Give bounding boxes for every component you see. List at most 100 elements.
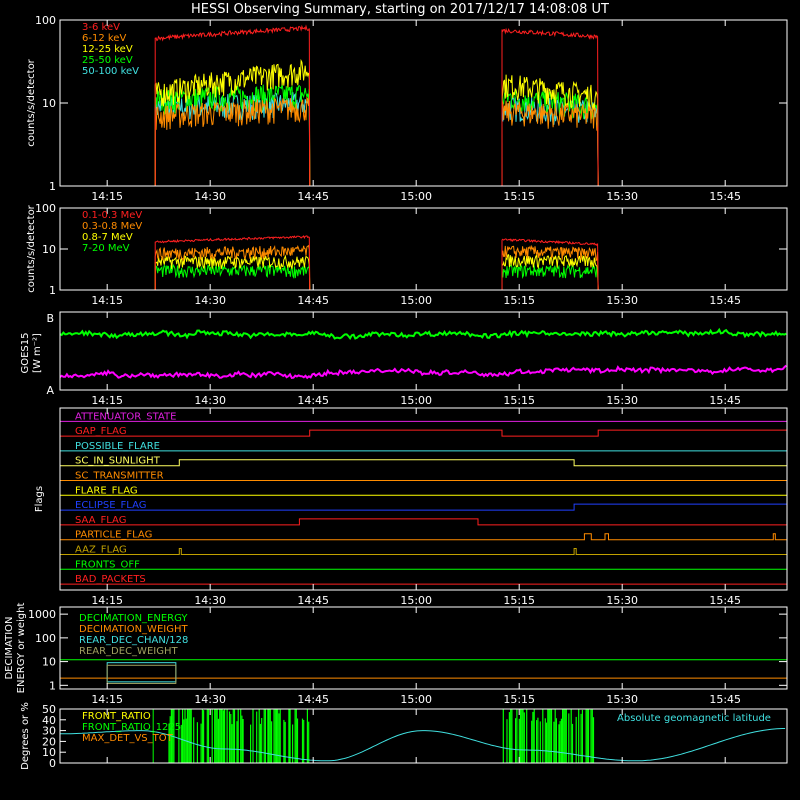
- x-tick-label: 14:45: [297, 594, 329, 607]
- y-tick-label: B: [46, 312, 54, 325]
- x-tick-label: 14:45: [297, 294, 329, 307]
- flag-label: PARTICLE_FLAG: [75, 530, 152, 541]
- y-axis-label: GOES15: [20, 332, 31, 373]
- legend-entry: DECIMATION_WEIGHT: [79, 624, 188, 635]
- y-tick-label: 20: [42, 735, 56, 748]
- x-tick-label: 15:45: [709, 294, 741, 307]
- legend-entry: FRONT_RATIO_1225: [82, 722, 181, 733]
- legend-entry: REAR_DEC_WEIGHT: [79, 646, 178, 657]
- x-tick-label: 15:15: [503, 594, 535, 607]
- y-tick-label: 0: [49, 757, 56, 770]
- x-tick-label: 14:30: [194, 594, 226, 607]
- x-tick-label: 15:30: [606, 190, 638, 203]
- flag-label: BAD_PACKETS: [75, 574, 146, 585]
- x-tick-label: 15:45: [709, 394, 741, 407]
- y-tick-label: 1: [49, 180, 56, 193]
- flag-line: [60, 503, 787, 511]
- x-tick-label: 15:30: [606, 294, 638, 307]
- y-axis-label: counts/s/detector: [26, 204, 37, 292]
- series-line: [60, 58, 787, 187]
- y-axis-unit: [W m⁻²]: [32, 333, 43, 373]
- figure-title: HESSI Observing Summary, starting on 201…: [191, 2, 609, 17]
- legend-entry: 0.8-7 MeV: [82, 232, 133, 243]
- y-tick-label: 100: [35, 14, 56, 27]
- series-line: [60, 24, 787, 187]
- x-tick-label: 15:30: [606, 394, 638, 407]
- panel-frame: [59, 606, 788, 690]
- flag-line: [60, 533, 787, 541]
- y-tick-label: 10: [42, 746, 56, 759]
- x-tick-label: 15:00: [400, 190, 432, 203]
- legend-entry: REAR_DEC_CHAN/128: [79, 635, 188, 646]
- series-line: [60, 728, 786, 762]
- x-tick-label: 15:30: [606, 693, 638, 706]
- x-tick-label: 15:45: [709, 693, 741, 706]
- series-line: [60, 235, 787, 291]
- y-tick-label: 100: [35, 202, 56, 215]
- x-tick-label: 14:30: [194, 693, 226, 706]
- flag-line: [60, 459, 787, 467]
- legend-entry: 12-25 keV: [82, 44, 133, 55]
- x-tick-label: 14:30: [194, 294, 226, 307]
- x-tick-label: 14:45: [297, 190, 329, 203]
- series-line: [60, 244, 787, 291]
- y-axis-label: counts/s/detector: [26, 58, 37, 146]
- legend-entry: 25-50 keV: [82, 55, 133, 66]
- x-tick-label: 14:15: [91, 294, 123, 307]
- panel-frame: [59, 311, 788, 391]
- x-tick-label: 15:15: [503, 190, 535, 203]
- flag-label: AAZ_FLAG: [75, 544, 127, 555]
- y-tick-label: 30: [42, 725, 56, 738]
- flag-line: [60, 429, 787, 437]
- x-tick-label: 14:15: [91, 594, 123, 607]
- rear-weight-box: [106, 664, 177, 684]
- x-tick-label: 14:15: [91, 190, 123, 203]
- flag-label: SC_TRANSMITTER: [75, 471, 164, 482]
- y-axis-label: ENERGY or weight: [16, 603, 27, 694]
- flag-label: FRONTS_OFF: [75, 559, 140, 570]
- flag-label: SAA_FLAG: [75, 515, 126, 526]
- legend-entry: 50-100 keV: [82, 66, 139, 77]
- flag-label: GAP_FLAG: [75, 426, 127, 437]
- legend-entry: 3-6 keV: [82, 22, 120, 33]
- legend-entry: Absolute geomagnetic latitude: [617, 713, 771, 724]
- series-line: [60, 96, 787, 187]
- series-line: [59, 327, 787, 340]
- x-tick-label: 14:15: [91, 693, 123, 706]
- panel-flags: ATTENUATOR_STATE GAP_FLAG POSSIBLE_FLARE SC…: [34, 407, 788, 607]
- legend-entry: 0.3-0.8 MeV: [82, 221, 142, 232]
- panel-frame: [59, 207, 788, 291]
- x-tick-label: 14:45: [297, 394, 329, 407]
- x-tick-label: 14:45: [297, 693, 329, 706]
- x-tick-label: 15:15: [503, 394, 535, 407]
- flag-line: [60, 518, 787, 526]
- series-line: [60, 263, 787, 291]
- x-tick-label: 15:45: [709, 190, 741, 203]
- flag-label: POSSIBLE_FLARE: [75, 441, 160, 452]
- flag-label: ATTENUATOR_STATE: [75, 411, 176, 422]
- y-tick-label: 10: [42, 656, 56, 669]
- x-tick-label: 14:30: [194, 190, 226, 203]
- flag-label: SC_IN_SUNLIGHT: [75, 456, 161, 467]
- x-tick-label: 14:15: [91, 394, 123, 407]
- x-tick-label: 15:15: [503, 693, 535, 706]
- legend-entry: 7-20 MeV: [82, 243, 130, 254]
- x-tick-label: 15:30: [606, 594, 638, 607]
- x-tick-label: 15:00: [400, 294, 432, 307]
- legend-entry: 0.1-0.3 MeV: [82, 210, 142, 221]
- flag-label: FLARE_FLAG: [75, 485, 138, 496]
- panel-frame: [59, 708, 788, 764]
- legend-entry: 6-12 keV: [82, 33, 126, 44]
- y-axis-label: DECIMATION: [4, 616, 15, 679]
- y-tick-label: 1000: [28, 608, 56, 621]
- panel-goes: 14:15 14:30 14:45 15:00 15:15 15:30 15:45 B A GOE…: [20, 311, 788, 407]
- panel-lo-energy: 14:15 14:30 14:45 15:00 15:15 15:30 15:45 1 10 10…: [26, 14, 788, 203]
- x-tick-label: 15:00: [400, 594, 432, 607]
- x-tick-label: 15:00: [400, 693, 432, 706]
- y-tick-label: 1: [49, 284, 56, 297]
- legend-entry: FRONT_RATIO: [82, 711, 151, 722]
- y-tick-label: 10: [42, 97, 56, 110]
- series-line: [60, 84, 787, 187]
